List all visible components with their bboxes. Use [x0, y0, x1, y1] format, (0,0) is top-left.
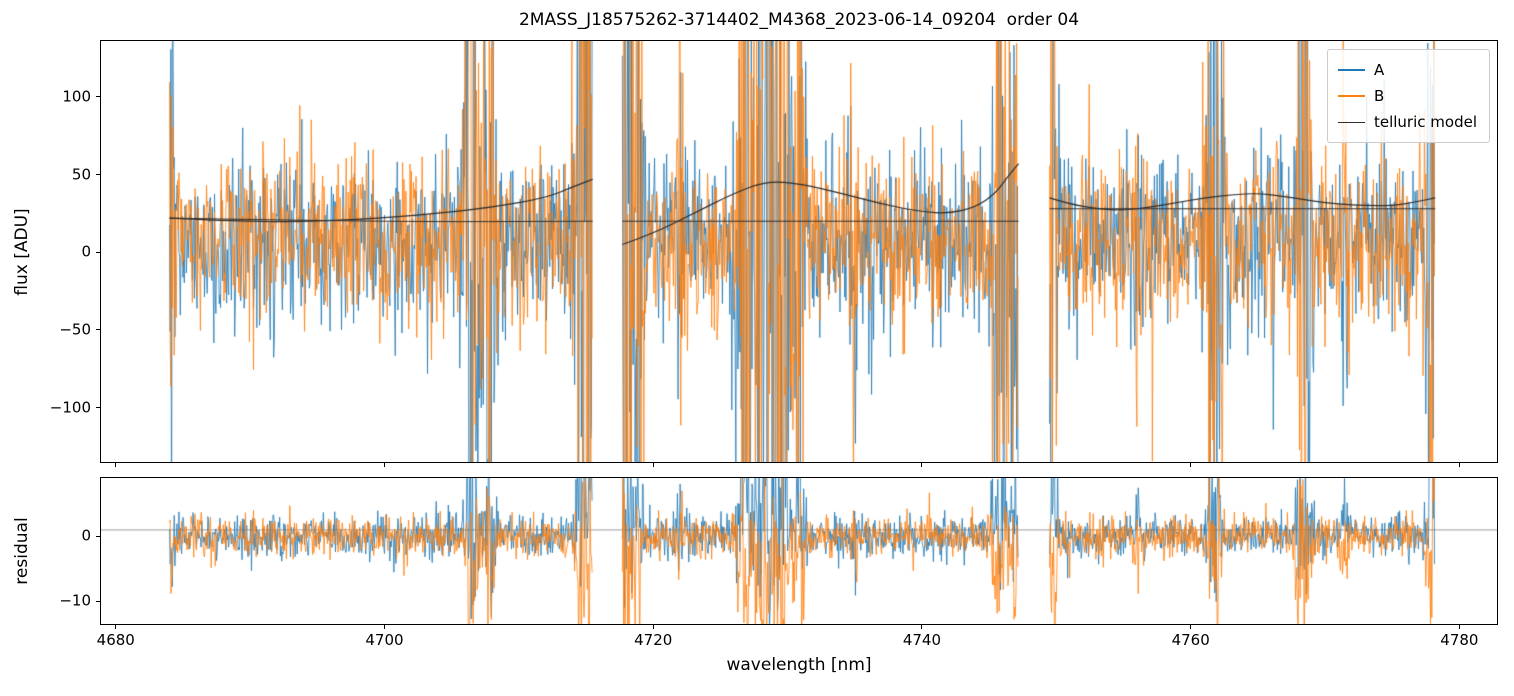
x-tick-mark: [383, 463, 385, 467]
x-tick-mark: [115, 463, 117, 467]
x-tick-mark: [1458, 625, 1460, 629]
x-tick-mark: [383, 625, 385, 629]
x-tick-mark: [652, 625, 654, 629]
y-tick-mark: [96, 600, 100, 602]
legend-line-a-icon: [1337, 69, 1365, 71]
legend-label-telluric: telluric model: [1373, 113, 1477, 131]
residual-canvas: [101, 478, 1497, 624]
x-tick-label: 4740: [902, 631, 942, 649]
residual-panel: [100, 477, 1498, 625]
x-tick-mark: [921, 463, 923, 467]
legend: A B telluric model: [1326, 49, 1490, 143]
y-tick-mark: [96, 251, 100, 253]
y-tick-label: −100: [49, 398, 91, 417]
y-tick-mark: [96, 329, 100, 331]
legend-label-b: B: [1373, 87, 1385, 105]
y-tick-mark: [96, 174, 100, 176]
y-tick-label: −50: [59, 320, 91, 339]
legend-entry-b: B: [1337, 83, 1477, 109]
x-tick-label: 4720: [634, 631, 673, 649]
x-tick-label: 4780: [1440, 631, 1479, 649]
flux-y-axis-label: flux [ADU]: [12, 207, 32, 296]
y-tick-label: 0: [81, 526, 91, 545]
legend-entry-telluric: telluric model: [1337, 109, 1477, 135]
flux-panel: A B telluric model: [100, 40, 1498, 463]
y-tick-mark: [96, 96, 100, 98]
x-tick-mark: [115, 625, 117, 629]
x-tick-mark: [652, 463, 654, 467]
chart-title: 2MASS_J18575262-3714402_M4368_2023-06-14…: [518, 10, 1080, 30]
x-tick-mark: [1458, 463, 1460, 467]
x-tick-mark: [1190, 463, 1192, 467]
flux-canvas: [101, 41, 1497, 462]
x-tick-label: 4760: [1171, 631, 1210, 649]
legend-line-b-icon: [1337, 95, 1365, 97]
legend-entry-a: A: [1337, 57, 1477, 83]
x-tick-label: 4680: [96, 631, 135, 649]
x-tick-label: 4700: [365, 631, 404, 649]
x-tick-mark: [1190, 625, 1192, 629]
y-tick-label: −10: [59, 591, 91, 610]
legend-label-a: A: [1373, 61, 1385, 79]
x-axis-label: wavelength [nm]: [726, 655, 872, 675]
y-tick-label: 50: [71, 165, 91, 184]
y-tick-label: 100: [62, 87, 91, 106]
x-tick-mark: [921, 625, 923, 629]
y-tick-label: 0: [81, 242, 91, 261]
y-tick-mark: [96, 407, 100, 409]
residual-y-axis-label: residual: [12, 517, 32, 585]
legend-line-telluric-icon: [1337, 121, 1365, 123]
y-tick-mark: [96, 535, 100, 537]
